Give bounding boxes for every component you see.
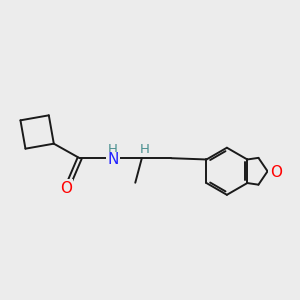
Text: O: O [60, 181, 72, 196]
Text: N: N [107, 152, 119, 167]
Text: O: O [270, 165, 282, 180]
Text: O: O [60, 181, 72, 196]
Text: H: H [140, 142, 149, 155]
Text: N: N [107, 152, 119, 167]
Text: H: H [108, 142, 118, 155]
Text: N: N [107, 152, 119, 167]
Text: H: H [108, 142, 118, 155]
Text: O: O [270, 165, 282, 180]
Text: H: H [140, 142, 149, 155]
